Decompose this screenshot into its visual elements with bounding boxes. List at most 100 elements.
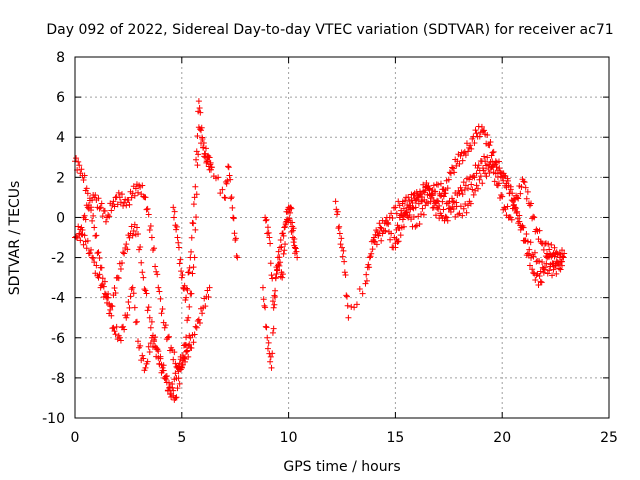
data-point — [200, 140, 207, 147]
data-point — [523, 230, 530, 237]
data-point — [521, 179, 528, 186]
data-point — [81, 232, 88, 239]
series-4 — [170, 98, 301, 371]
data-point — [456, 160, 463, 167]
data-point — [367, 253, 374, 260]
data-point — [145, 304, 152, 311]
data-point — [387, 236, 394, 243]
data-point — [520, 178, 527, 185]
data-point — [76, 162, 83, 169]
data-point — [473, 170, 480, 177]
data-point — [78, 166, 85, 173]
data-point — [175, 244, 182, 251]
data-point — [183, 294, 190, 301]
data-point — [264, 224, 271, 231]
data-point — [385, 221, 392, 228]
data-point — [479, 180, 486, 187]
data-point — [540, 265, 547, 272]
data-point — [189, 219, 196, 226]
data-point — [280, 250, 287, 257]
data-point — [559, 247, 566, 254]
data-point — [267, 353, 274, 360]
data-point — [259, 284, 266, 291]
data-point — [461, 148, 468, 155]
data-point — [188, 344, 195, 351]
data-point — [348, 303, 355, 310]
data-point — [139, 269, 146, 276]
data-point — [195, 98, 202, 105]
data-point — [160, 362, 167, 369]
data-point — [499, 193, 506, 200]
data-point — [493, 163, 500, 170]
data-point — [124, 246, 131, 253]
data-point — [496, 165, 503, 172]
data-point — [526, 246, 533, 253]
data-point — [81, 172, 88, 179]
series-5 — [262, 123, 568, 321]
data-point — [129, 232, 136, 239]
data-point — [191, 194, 198, 201]
data-point — [515, 195, 522, 202]
data-point — [89, 217, 96, 224]
data-point — [447, 170, 454, 177]
data-point — [388, 230, 395, 237]
data-point — [96, 254, 103, 261]
data-point — [201, 150, 208, 157]
y-tick-label: -6 — [51, 331, 65, 347]
x-tick-labels: 0 5 10 15 20 25 — [71, 430, 618, 446]
data-point — [403, 209, 410, 216]
data-point — [188, 248, 195, 255]
data-point — [551, 263, 558, 270]
grid-lines — [75, 57, 609, 418]
data-point — [445, 176, 452, 183]
data-point — [269, 329, 276, 336]
data-point — [173, 223, 180, 230]
data-point — [80, 176, 87, 183]
data-point — [176, 360, 183, 367]
data-point — [548, 241, 555, 248]
data-point — [512, 196, 519, 203]
data-point — [146, 314, 153, 321]
data-point — [114, 274, 121, 281]
data-point — [116, 194, 123, 201]
data-point — [95, 274, 102, 281]
data-point — [495, 158, 502, 165]
data-point — [369, 246, 376, 253]
data-point — [141, 286, 148, 293]
data-point — [397, 232, 404, 239]
data-point — [536, 273, 543, 280]
data-point — [108, 207, 115, 214]
data-point — [530, 269, 537, 276]
data-point — [91, 224, 98, 231]
data-point — [264, 345, 271, 352]
x-axis-label: GPS time / hours — [283, 459, 400, 475]
data-point — [185, 353, 192, 360]
data-point — [225, 164, 232, 171]
data-point — [439, 198, 446, 205]
data-point — [162, 322, 169, 329]
x-tick-label: 5 — [177, 430, 186, 446]
data-point — [280, 232, 287, 239]
data-point — [234, 254, 241, 261]
data-point — [202, 303, 209, 310]
data-point — [547, 261, 554, 268]
data-point — [470, 173, 477, 180]
data-point — [268, 272, 275, 279]
data-point — [442, 213, 449, 220]
data-point — [193, 324, 200, 331]
data-point — [559, 253, 566, 260]
data-point — [489, 149, 496, 156]
data-point — [538, 279, 545, 286]
data-point — [529, 266, 536, 273]
data-point — [75, 223, 82, 230]
y-tick-label: -10 — [42, 411, 65, 427]
data-point — [262, 217, 269, 224]
data-point — [147, 340, 154, 347]
data-marks — [72, 98, 568, 403]
y-tick-labels: -10 -8 -6 -4 -2 0 2 4 6 8 — [42, 50, 65, 427]
data-point — [275, 248, 282, 255]
data-point — [273, 271, 280, 278]
data-point — [110, 198, 117, 205]
data-point — [206, 154, 213, 161]
x-tick-label: 0 — [71, 430, 80, 446]
